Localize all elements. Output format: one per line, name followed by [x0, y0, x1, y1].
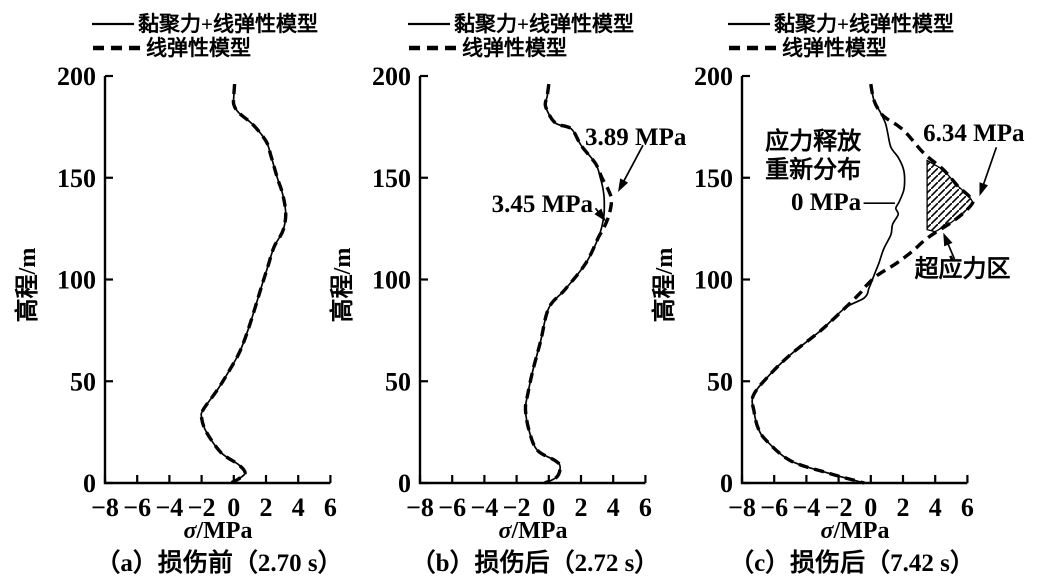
series-dashed — [750, 83, 975, 485]
x-tick-label: −4 — [470, 493, 498, 522]
y-tick-label: 50 — [385, 367, 411, 396]
x-tick-label: 0 — [227, 493, 240, 522]
series-solid — [200, 84, 287, 484]
x-tick-label: −2 — [503, 493, 531, 522]
annotation-arrow-shaft — [980, 146, 998, 191]
caption-subplot-a: （a）损伤前（2.70 s） — [95, 550, 343, 577]
annotation-arrow-head — [594, 208, 606, 222]
annotation-text: 重新分布 — [765, 156, 861, 184]
legend-label-dashed: 线弹性模型 — [146, 36, 251, 60]
dashed-line-swatch-icon — [408, 39, 458, 57]
axes-spines — [103, 76, 331, 485]
x-tick-label: −8 — [728, 493, 756, 522]
legend-label-solid: 黏聚力+线弹性模型 — [454, 12, 634, 36]
legend-label-dashed: 线弹性模型 — [782, 36, 887, 60]
legend-label-solid: 黏聚力+线弹性模型 — [138, 12, 318, 36]
y-tick-label: 200 — [372, 62, 411, 91]
x-tick-label: 4 — [292, 493, 305, 522]
annotation-text: 超应力区 — [915, 254, 1011, 282]
x-tick-label: 6 — [324, 493, 337, 522]
y-tick-label: 150 — [57, 164, 96, 193]
x-tick-label: −6 — [123, 493, 151, 522]
annotation-arrow-head — [618, 178, 629, 192]
y-tick-label: 50 — [70, 367, 96, 396]
annotation-arrow-head — [943, 232, 953, 247]
annotation-text: 3.89 MPa — [585, 124, 687, 151]
y-axis-label: 高程/m — [13, 248, 41, 323]
legend-panel-b: 黏聚力+线弹性模型 线弹性模型 — [408, 12, 634, 60]
legend-panel-a: 黏聚力+线弹性模型 线弹性模型 — [92, 12, 318, 60]
series-dashed — [523, 83, 614, 485]
y-tick-label: 50 — [707, 367, 733, 396]
solid-line-swatch-icon — [728, 15, 770, 33]
y-tick-label: 0 — [83, 469, 96, 498]
overstress-hatch-region — [926, 159, 974, 233]
legend-row-solid: 黏聚力+线弹性模型 — [728, 12, 954, 36]
dashed-line-swatch-icon — [728, 39, 778, 57]
y-tick-label: 200 — [694, 62, 733, 91]
x-tick-label: 2 — [260, 493, 273, 522]
annotation-text: 6.34 MPa — [923, 120, 1025, 147]
y-tick-label: 100 — [372, 266, 411, 295]
legend-panel-c: 黏聚力+线弹性模型 线弹性模型 — [728, 12, 954, 60]
dashed-line-swatch-icon — [92, 39, 142, 57]
annotation-text: 0 MPa — [791, 189, 862, 216]
solid-line-swatch-icon — [92, 15, 134, 33]
x-tick-label: 0 — [542, 493, 555, 522]
x-axis-label: σ/MPa — [184, 518, 253, 544]
legend-row-dashed: 线弹性模型 — [408, 36, 634, 60]
x-tick-label: −8 — [406, 493, 434, 522]
y-tick-label: 150 — [694, 164, 733, 193]
legend-row-dashed: 线弹性模型 — [728, 36, 954, 60]
y-axis-label: 高程/m — [650, 248, 678, 323]
x-tick-label: 2 — [897, 493, 910, 522]
y-tick-label: 100 — [57, 266, 96, 295]
y-tick-label: 0 — [398, 469, 411, 498]
x-tick-label: 2 — [575, 493, 588, 522]
x-tick-label: −6 — [438, 493, 466, 522]
x-tick-label: −2 — [825, 493, 853, 522]
annotation-arrow-shaft — [620, 144, 644, 188]
x-tick-label: −8 — [91, 493, 119, 522]
x-tick-label: −6 — [760, 493, 788, 522]
y-tick-label: 200 — [57, 62, 96, 91]
caption-subplot-b: （b）损伤后（2.72 s） — [410, 550, 660, 577]
annotation-text: 应力释放 — [765, 127, 862, 155]
x-tick-label: −4 — [792, 493, 820, 522]
x-tick-label: 4 — [607, 493, 620, 522]
x-tick-label: −2 — [188, 493, 216, 522]
legend-row-solid: 黏聚力+线弹性模型 — [92, 12, 318, 36]
annotation-arrow-head — [979, 182, 988, 197]
annotation-text: 3.45 MPa — [492, 191, 594, 218]
y-tick-label: 150 — [372, 164, 411, 193]
legend-row-dashed: 线弹性模型 — [92, 36, 318, 60]
x-axis-label: σ/MPa — [821, 518, 890, 544]
x-tick-label: −4 — [155, 493, 183, 522]
y-tick-label: 0 — [720, 469, 733, 498]
x-tick-label: 6 — [961, 493, 974, 522]
x-tick-label: 0 — [864, 493, 877, 522]
series-dashed — [199, 84, 288, 485]
x-axis-label: σ/MPa — [499, 518, 568, 544]
caption-subplot-c: （c）损伤后（7.42 s） — [729, 550, 975, 577]
y-axis-label: 高程/m — [328, 248, 356, 323]
x-tick-label: 6 — [639, 493, 652, 522]
solid-line-swatch-icon — [408, 15, 450, 33]
legend-row-solid: 黏聚力+线弹性模型 — [408, 12, 634, 36]
legend-label-dashed: 线弹性模型 — [462, 36, 567, 60]
legend-label-solid: 黏聚力+线弹性模型 — [774, 12, 954, 36]
y-tick-label: 100 — [694, 266, 733, 295]
x-tick-label: 4 — [929, 493, 942, 522]
